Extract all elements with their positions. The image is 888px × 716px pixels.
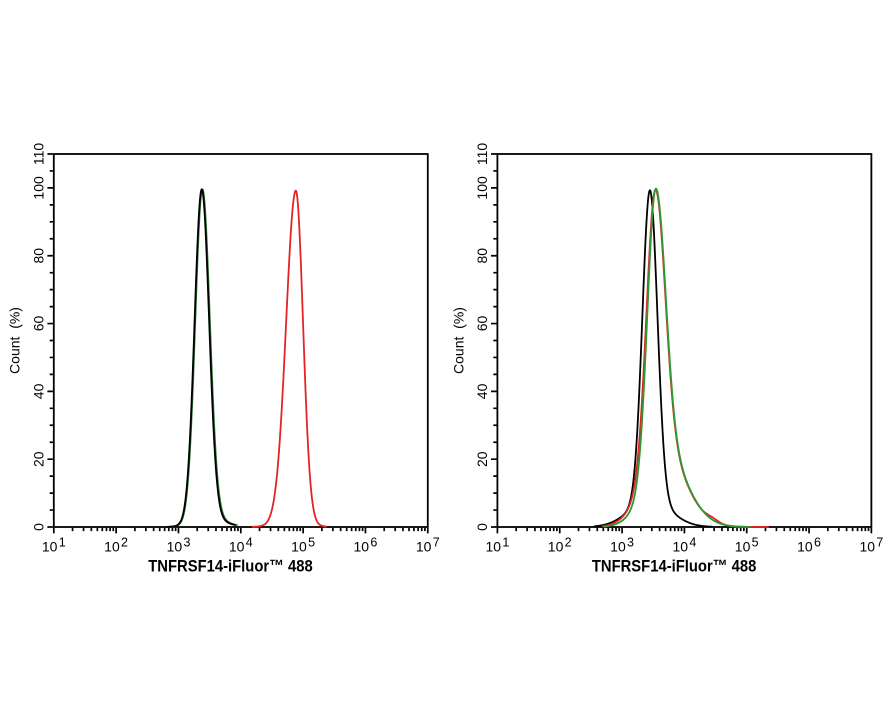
svg-text:0: 0 <box>31 523 47 531</box>
svg-text:60: 60 <box>31 316 47 332</box>
svg-text:80: 80 <box>474 248 490 264</box>
svg-text:80: 80 <box>31 248 47 264</box>
svg-text:60: 60 <box>474 316 490 332</box>
svg-text:100: 100 <box>31 176 47 200</box>
svg-text:100: 100 <box>474 176 490 200</box>
svg-text:20: 20 <box>31 451 47 467</box>
svg-text:40: 40 <box>474 383 490 399</box>
svg-text:40: 40 <box>31 383 47 399</box>
svg-text:0: 0 <box>474 523 490 531</box>
svg-text:Count (%): Count (%) <box>7 307 23 374</box>
svg-text:20: 20 <box>474 451 490 467</box>
svg-text:TNFRSF14-iFluor™ 488: TNFRSF14-iFluor™ 488 <box>592 557 757 576</box>
svg-text:110: 110 <box>474 143 490 166</box>
svg-text:TNFRSF14-iFluor™ 488: TNFRSF14-iFluor™ 488 <box>148 557 313 576</box>
svg-text:Count (%): Count (%) <box>450 307 466 374</box>
svg-text:110: 110 <box>31 143 47 166</box>
